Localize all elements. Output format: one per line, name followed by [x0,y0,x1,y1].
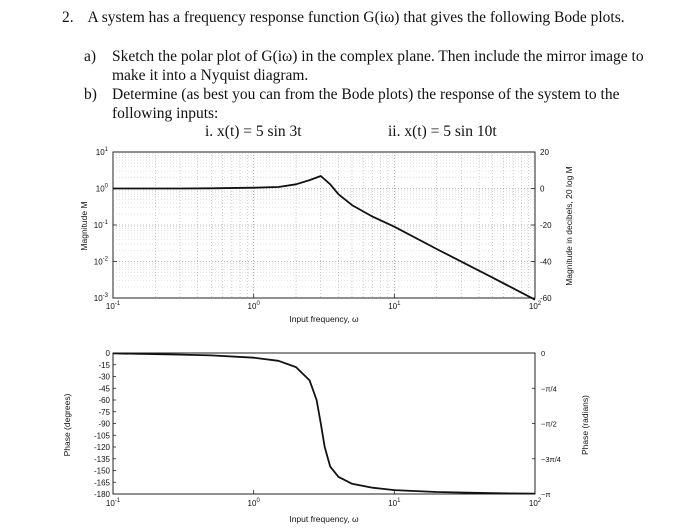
part-b-label: b) [84,86,97,103]
phase-y-tick-label: -60 [98,396,110,405]
magnitude-right-tick-label: 0 [540,185,545,194]
part-a-line1: Sketch the polar plot of G(iω) in the co… [112,48,644,65]
phase-right-tick-label: 0 [541,349,545,358]
problem-statement: 2. A system has a frequency response fun… [62,8,625,27]
phase-y-tick-label: -150 [94,467,111,476]
phase-y-tick-label: -15 [98,361,110,370]
magnitude-right-tick-label: -40 [540,258,552,267]
magnitude-x-tick-label: 101 [388,301,401,311]
magnitude-y-axis-label: Magnitude M [79,201,89,250]
magnitude-y-tick-label: 10-3 [94,293,109,303]
magnitude-y-tick-label: 10-2 [94,257,109,267]
magnitude-right-tick-label: -20 [540,221,552,230]
phase-right-axis-label: Phase (radians) [580,395,590,455]
phase-y-tick-label: -30 [98,373,110,382]
phase-right-tick-label: −π/2 [541,420,557,429]
magnitude-curve [113,175,536,301]
part-b-line2: following inputs: [112,105,219,122]
problem-intro: A system has a frequency response functi… [87,9,625,26]
phase-frame [112,352,536,495]
phase-y-tick-label: -180 [94,490,111,499]
magnitude-right-tick-label: -60 [540,294,552,303]
phase-plot: 0 -15 -30 -45 -60 -75 -90 -105 -120 -135 -150 -165 -… [62,349,590,524]
phase-x-tick-label: 102 [529,498,542,508]
part-a-label: a) [84,48,97,65]
magnitude-x-axis-label: Input frequency, ω [289,314,359,324]
magnitude-right-axis-label: Magnitude in decibels, 20 log M [564,166,574,286]
phase-x-tick-label: 101 [388,498,401,508]
magnitude-right-tick-label: 20 [540,148,549,157]
input-i: i. x(t) = 5 sin 3t [205,123,302,140]
magnitude-y-tick-label: 10-1 [94,220,109,230]
phase-y-tick-label: -45 [98,384,110,393]
phase-right-tick-label: −π [541,490,551,499]
problem-number: 2. [62,9,74,26]
phase-y-tick-label: -75 [98,408,110,417]
magnitude-x-tick-label: 100 [248,301,261,311]
phase-right-tick-label: −3π/4 [541,455,561,464]
phase-y-tick-label: -135 [94,455,111,464]
phase-x-tick-label: 100 [248,498,261,508]
part-a-line2: make it into a Nyquist diagram. [112,67,309,84]
magnitude-y-tick-label: 101 [96,147,109,157]
part-b-line1: Determine (as best you can from the Bode… [112,86,620,103]
phase-y-tick-label: 0 [106,349,111,358]
input-ii: ii. x(t) = 5 sin 10t [388,123,497,140]
magnitude-x-tick-label: 102 [529,301,542,311]
phase-y-tick-label: -120 [94,443,111,452]
phase-right-tick-label: −π/4 [541,384,557,393]
magnitude-plot: 101 100 10-1 10-2 10-3 20 0 -20 -40 -60 10-1 100 101… [79,147,574,324]
phase-y-tick-label: -90 [98,420,110,429]
phase-y-tick-label: -165 [94,478,111,487]
magnitude-y-tick-label: 100 [96,184,109,194]
magnitude-x-tick-label: 10-1 [106,301,121,311]
phase-curve [112,352,536,495]
phase-x-tick-label: 10-1 [106,498,121,508]
phase-y-axis-label: Phase (degrees) [62,393,72,456]
phase-y-tick-label: -105 [94,431,111,440]
phase-x-axis-label: Input frequency, ω [289,514,359,524]
